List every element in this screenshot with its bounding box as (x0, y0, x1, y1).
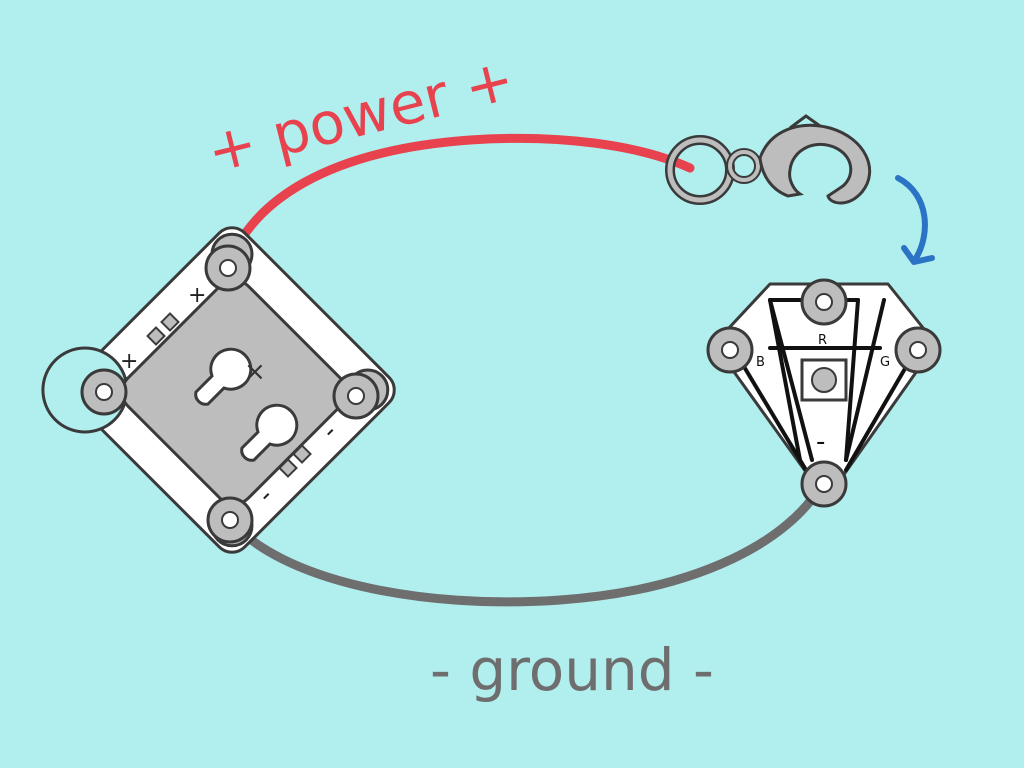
led-label-red: R (818, 333, 827, 348)
ground-label: - ground - (430, 636, 714, 704)
led-label-minus: - (816, 427, 825, 457)
smd-pad (160, 312, 180, 332)
rgb-led-board: R B G - (706, 278, 942, 508)
curved-arrow-icon (895, 175, 935, 265)
keyhole-slot-upper (194, 347, 253, 406)
led-label-blue: B (756, 355, 765, 370)
battery-plus-mark-1: + (188, 283, 206, 308)
led-label-green: G (880, 355, 890, 370)
ground-wire (225, 479, 827, 607)
smd-pad (278, 458, 298, 478)
battery-center-mark: × (244, 357, 266, 387)
smd-pad (292, 444, 312, 464)
power-label: + power + (200, 44, 520, 186)
battery-plus-mark-2: + (120, 349, 138, 374)
smd-pad (146, 326, 166, 346)
lobster-clasp-icon (665, 114, 872, 205)
power-wire (223, 133, 695, 273)
keyhole-slot-lower (240, 403, 299, 462)
